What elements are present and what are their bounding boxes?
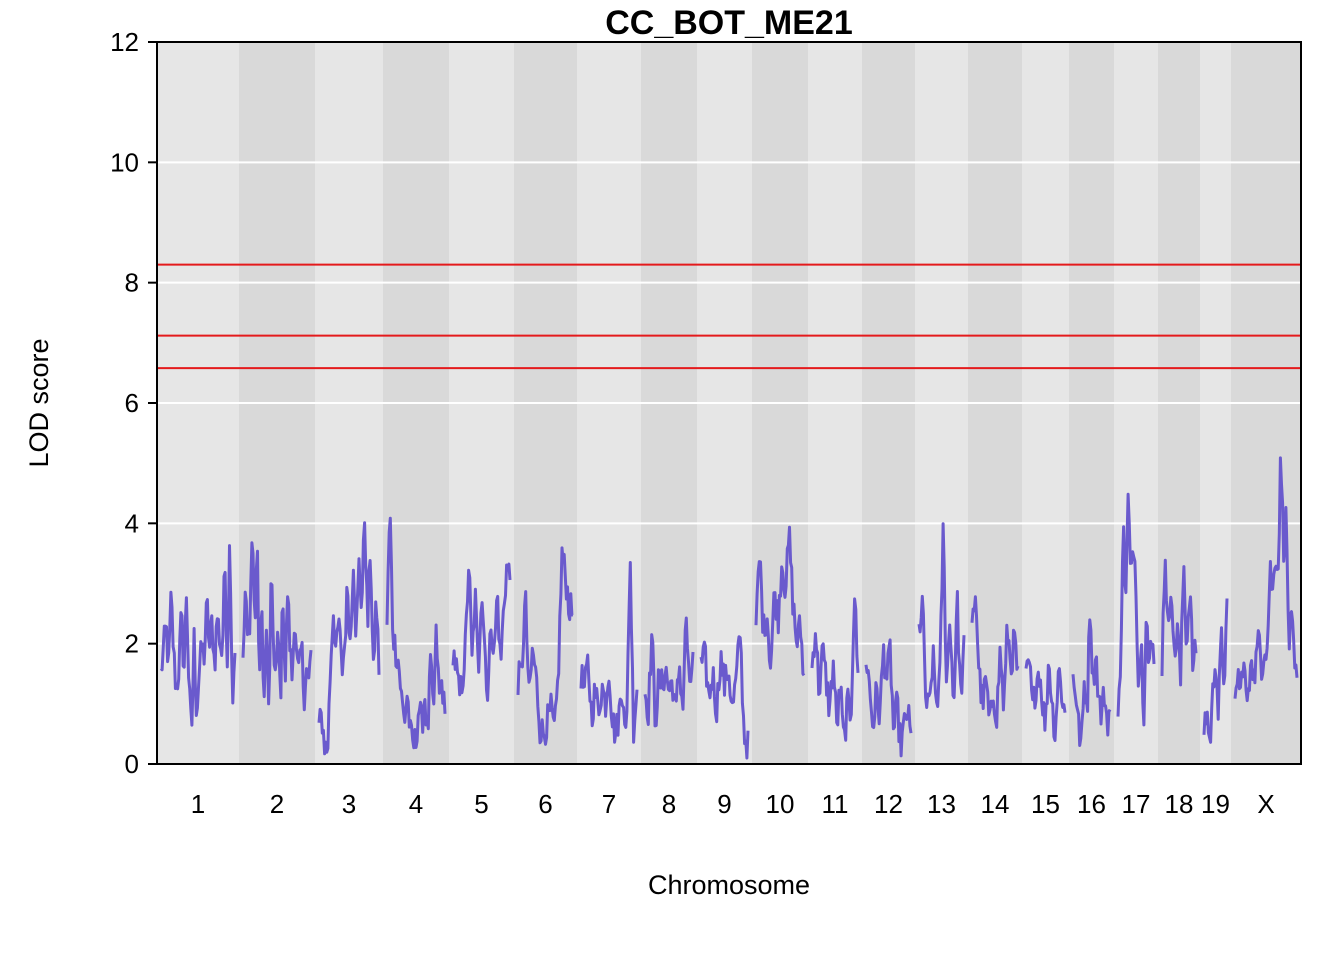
y-tick-label: 12 xyxy=(110,27,139,57)
x-tick-label: 11 xyxy=(822,789,849,819)
y-tick-label: 0 xyxy=(125,749,139,779)
x-axis-label: Chromosome xyxy=(648,870,810,900)
lod-line-chr-4 xyxy=(385,516,447,750)
lod-line-chr-3 xyxy=(317,521,381,756)
y-tick-label: 10 xyxy=(110,147,139,177)
x-tick-label: 7 xyxy=(602,789,616,819)
lod-line-chr-9 xyxy=(699,635,750,760)
x-axis: 1 2 3 4 5 6 7 8 9 10 11 12 13 14 15 16 17 18 19 X xyxy=(191,789,1275,819)
lod-line-chr-1 xyxy=(159,544,237,727)
x-tick-label: 10 xyxy=(766,789,795,819)
lod-line-chr-19 xyxy=(1202,598,1229,744)
chart-title: CC_BOT_ME21 xyxy=(605,4,853,42)
y-tick-label: 4 xyxy=(125,508,139,538)
x-tick-label: 4 xyxy=(409,789,423,819)
x-tick-label: 8 xyxy=(662,789,676,819)
y-tick-label: 8 xyxy=(125,268,139,298)
y-tick-label: 2 xyxy=(125,629,139,659)
lod-line-chr-8 xyxy=(643,616,695,728)
y-axis: 0 2 4 6 8 10 12 xyxy=(110,27,158,779)
x-tick-label: 12 xyxy=(874,789,903,819)
lod-line-chr-6 xyxy=(516,546,574,746)
lod-line-chr-16 xyxy=(1071,618,1112,747)
x-tick-label: 17 xyxy=(1122,789,1151,819)
x-tick-label: 16 xyxy=(1077,789,1106,819)
lod-line-chr-17 xyxy=(1116,492,1156,727)
x-tick-label: 18 xyxy=(1165,789,1194,819)
lod-line-chr-2 xyxy=(241,541,313,712)
x-tick-label: 3 xyxy=(342,789,356,819)
threshold-lines xyxy=(157,263,1301,370)
lod-line-chr-18 xyxy=(1160,558,1198,687)
lod-line-chr-11 xyxy=(810,597,860,742)
x-tick-label: 5 xyxy=(474,789,488,819)
x-tick-label: 14 xyxy=(981,789,1010,819)
x-tick-label: 6 xyxy=(538,789,552,819)
lod-line-chr-X xyxy=(1233,456,1299,703)
x-tick-label: 2 xyxy=(270,789,284,819)
lod-series xyxy=(159,456,1299,760)
y-axis-label: LOD score xyxy=(24,338,54,467)
y-gridlines xyxy=(157,161,1301,645)
lod-line-chr-7 xyxy=(579,561,639,744)
lod-line-chr-13 xyxy=(917,522,966,709)
x-tick-label: 13 xyxy=(927,789,956,819)
x-tick-label: 19 xyxy=(1201,789,1230,819)
lod-line-chr-5 xyxy=(451,562,512,702)
x-tick-label: 9 xyxy=(717,789,731,819)
lod-line-chr-12 xyxy=(864,638,913,758)
x-tick-label: X xyxy=(1257,789,1274,819)
x-tick-label: 1 xyxy=(191,789,205,819)
lod-line-chr-14 xyxy=(970,595,1020,729)
x-tick-label: 15 xyxy=(1031,789,1060,819)
y-tick-label: 6 xyxy=(125,388,139,418)
lod-line-chr-15 xyxy=(1024,658,1067,742)
lod-line-chr-10 xyxy=(754,525,806,677)
